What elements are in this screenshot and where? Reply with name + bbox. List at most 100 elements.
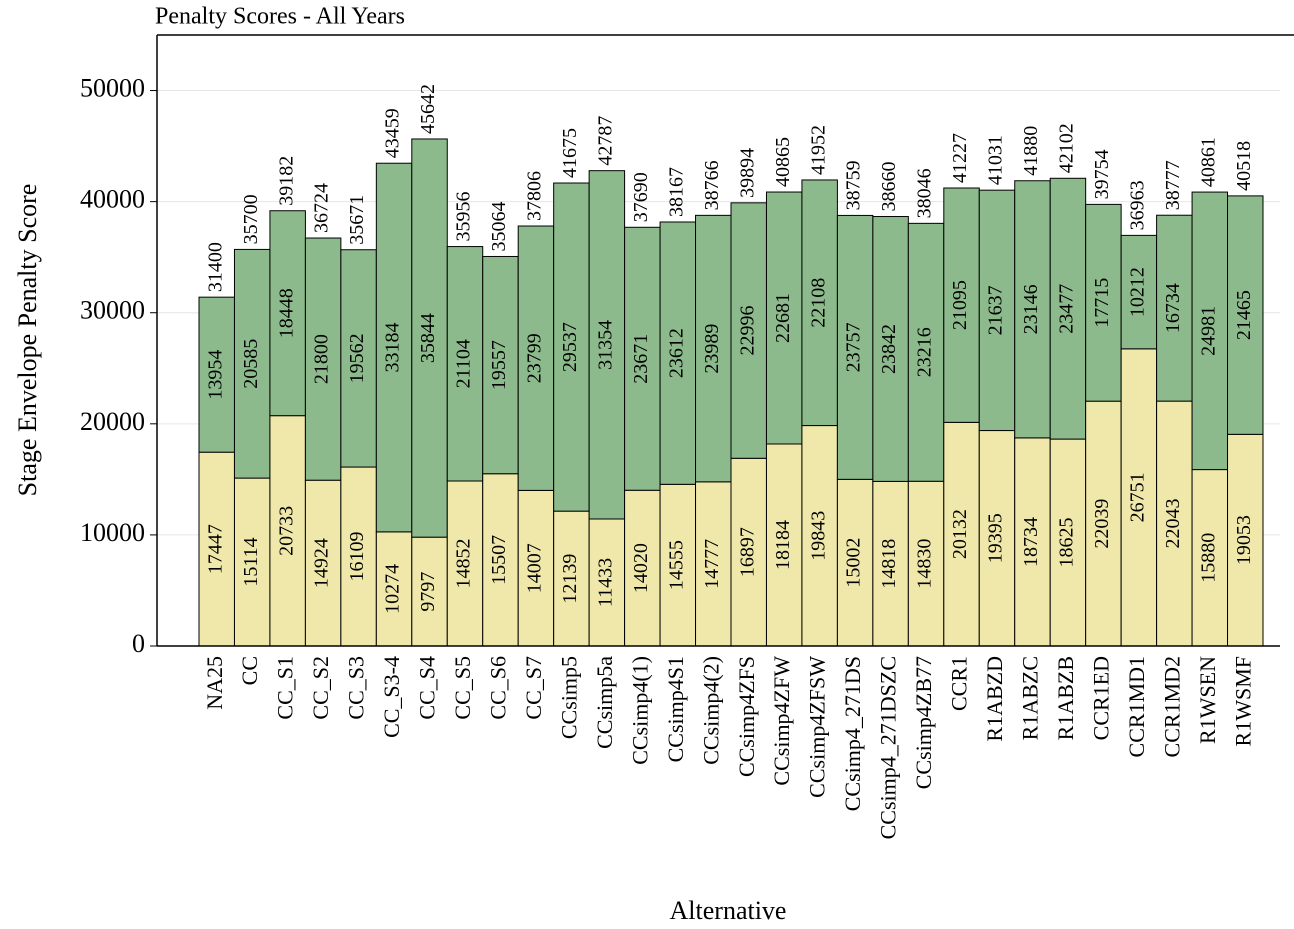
bar-segment	[765, 191, 803, 445]
total-label: 37806	[524, 171, 546, 221]
bar-segment	[1014, 180, 1051, 439]
bar-segment	[1227, 195, 1264, 435]
total-label: 35956	[453, 192, 475, 242]
bar-segment	[836, 478, 874, 647]
value-label: 23842	[878, 324, 900, 374]
value-label: 19843	[807, 511, 829, 561]
bar-segment	[943, 187, 980, 423]
value-label: 21800	[311, 334, 333, 384]
x-tick-label: CC_S2	[308, 656, 333, 720]
x-tick-label: CCsimp5a	[592, 656, 617, 749]
bar-segment	[340, 249, 377, 468]
bar-segment	[730, 202, 767, 459]
total-label: 35700	[240, 194, 262, 244]
total-label: 42102	[1056, 123, 1078, 173]
bar-segment	[1156, 214, 1193, 402]
x-tick-label: R1ABZB	[1053, 656, 1078, 740]
total-label: 38777	[1162, 160, 1184, 210]
x-tick-label: CCsimp4(1)	[627, 656, 652, 765]
bar-segment	[907, 222, 945, 482]
y-axis-label: Stage Envelope Penalty Score	[13, 184, 42, 497]
total-label: 40518	[1233, 141, 1255, 191]
bar-segment	[872, 480, 909, 647]
y-tick-label: 30000	[80, 296, 145, 325]
x-tick-label: CCsimp4ZFSW	[805, 656, 830, 798]
y-tick-label: 0	[132, 629, 145, 658]
total-label: 35064	[488, 201, 510, 251]
bar-segment	[269, 415, 306, 647]
value-label: 21465	[1233, 290, 1255, 340]
x-tick-label: CC_S6	[486, 656, 511, 720]
bar-segment	[765, 443, 803, 647]
x-tick-label: CCsimp4_271DS	[840, 656, 865, 811]
x-tick-label: CCR1	[947, 656, 972, 711]
bar-segment	[1049, 177, 1087, 440]
value-label: 15880	[1197, 533, 1219, 583]
total-label: 39894	[736, 148, 758, 198]
total-label: 40865	[772, 137, 794, 187]
x-tick-label: NA25	[202, 656, 227, 710]
value-label: 14007	[524, 543, 546, 593]
value-label: 21637	[985, 285, 1007, 335]
total-label: 43459	[382, 108, 404, 158]
value-label: 14924	[311, 538, 333, 588]
value-label: 10274	[382, 564, 404, 614]
value-label: 18734	[1020, 517, 1042, 567]
bar-segment	[836, 214, 874, 480]
total-label: 41227	[949, 133, 971, 183]
value-label: 19557	[488, 340, 510, 390]
value-label: 22996	[736, 306, 758, 356]
total-label: 39182	[275, 156, 297, 206]
x-tick-label: CC_S4	[415, 656, 440, 720]
value-label: 23477	[1056, 284, 1078, 334]
bar-segment	[553, 182, 590, 512]
value-label: 20585	[240, 339, 262, 389]
value-label: 16734	[1162, 283, 1184, 333]
value-label: 19562	[346, 333, 368, 383]
bar-segment	[659, 221, 697, 485]
value-label: 14818	[878, 539, 900, 589]
value-label: 18625	[1056, 518, 1078, 568]
y-tick-label: 40000	[80, 185, 145, 214]
value-label: 10212	[1126, 267, 1148, 317]
value-label: 13954	[204, 350, 226, 400]
bar-segment	[446, 246, 484, 482]
total-label: 31400	[204, 242, 226, 292]
bar-segment	[978, 189, 1016, 432]
bar-segment	[1014, 437, 1051, 647]
total-label: 41675	[559, 128, 581, 178]
x-tick-label: CCsimp4_271DSZC	[876, 656, 901, 839]
bar-segment	[872, 216, 909, 482]
bar-segment	[978, 430, 1016, 647]
bar-segment	[801, 179, 838, 427]
value-label: 22039	[1091, 499, 1113, 549]
value-label: 23989	[701, 324, 723, 374]
value-label: 14555	[665, 540, 687, 590]
bar-segment	[1085, 203, 1122, 402]
bar-segment	[233, 248, 271, 479]
value-label: 16109	[346, 532, 368, 582]
value-label: 22681	[772, 293, 794, 343]
bar-segment	[588, 170, 626, 520]
bar-segment	[411, 138, 448, 538]
bar-segment	[411, 536, 448, 647]
bar-segment	[233, 477, 271, 647]
value-label: 31354	[594, 320, 616, 370]
value-label: 26751	[1126, 472, 1148, 522]
total-label: 38759	[843, 160, 865, 210]
y-tick-label: 20000	[80, 407, 145, 436]
value-label: 35844	[417, 313, 439, 363]
x-tick-label: CC_S7	[521, 656, 546, 720]
bar-segment	[1191, 191, 1229, 471]
x-tick-label: R1ABZD	[982, 656, 1007, 742]
value-label: 16897	[736, 527, 758, 577]
x-tick-label: CCR1MD2	[1159, 656, 1184, 757]
x-tick-label: R1ABZC	[1018, 656, 1043, 740]
x-tick-label: CCsimp4ZFS	[734, 656, 759, 777]
value-label: 23146	[1020, 284, 1042, 334]
value-label: 14830	[914, 539, 936, 589]
total-label: 37690	[630, 172, 652, 222]
y-tick-label: 50000	[80, 74, 145, 103]
value-label: 18448	[275, 288, 297, 338]
value-label: 14020	[630, 543, 652, 593]
